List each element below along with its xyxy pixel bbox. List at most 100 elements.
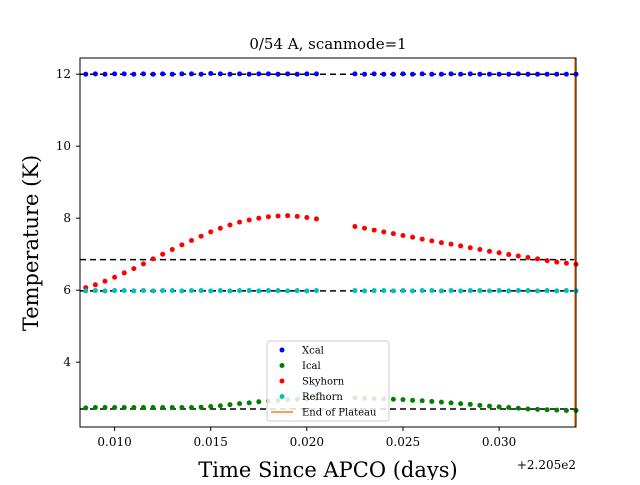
refhorn-point [179, 288, 185, 294]
refhorn-point [381, 288, 387, 294]
skyhorn-point [429, 238, 435, 244]
skyhorn-point [227, 222, 233, 228]
refhorn-point [544, 288, 550, 294]
y-tick-label: 12 [56, 67, 71, 81]
ical-point [189, 405, 195, 411]
refhorn-point [246, 288, 252, 294]
skyhorn-point [246, 217, 252, 223]
skyhorn-point [275, 213, 281, 219]
x-tick-label: 0.025 [386, 435, 420, 449]
skyhorn-point [304, 214, 310, 220]
refhorn-point [352, 288, 358, 294]
skyhorn-point [362, 225, 368, 231]
refhorn-point [189, 288, 195, 294]
xcal-point [179, 71, 185, 77]
xcal-point [544, 71, 550, 77]
skyhorn-point [121, 270, 127, 276]
ical-point [227, 402, 233, 408]
refhorn-point [169, 288, 175, 294]
xcal-point [477, 71, 483, 77]
xcal-point [467, 71, 473, 77]
ical-point [237, 401, 243, 407]
skyhorn-point [352, 223, 358, 229]
xcal-point [294, 71, 300, 77]
ical-point [112, 405, 118, 411]
xcal-point [458, 71, 464, 77]
xcal-point [275, 71, 281, 77]
refhorn-point [198, 288, 204, 294]
xcal-point [535, 71, 541, 77]
refhorn-point [92, 288, 98, 294]
series-xcal [83, 70, 579, 77]
ical-point [554, 407, 560, 413]
skyhorn-point [313, 216, 319, 222]
refhorn-point [477, 288, 483, 294]
ical-point [198, 404, 204, 410]
ical-point [525, 406, 531, 412]
xcal-point [381, 71, 387, 77]
xcal-point [198, 71, 204, 77]
ical-point [563, 407, 569, 413]
refhorn-point [131, 288, 137, 294]
skyhorn-point [544, 258, 550, 264]
skyhorn-point [458, 243, 464, 249]
refhorn-point [256, 288, 262, 294]
xcal-point [352, 71, 358, 77]
xcal-point [304, 71, 310, 77]
legend-marker-xcal [279, 347, 285, 353]
ical-point [410, 397, 416, 403]
refhorn-point [506, 288, 512, 294]
refhorn-point [102, 288, 108, 294]
refhorn-point [448, 288, 454, 294]
refhorn-point [390, 288, 396, 294]
refhorn-point [400, 288, 406, 294]
xcal-point [285, 71, 291, 77]
skyhorn-point [410, 234, 416, 240]
y-tick-label: 10 [56, 139, 71, 153]
skyhorn-point [102, 278, 108, 284]
ical-point [102, 405, 108, 411]
refhorn-point [150, 288, 156, 294]
ical-point [438, 399, 444, 405]
xcal-point [121, 71, 127, 77]
refhorn-point [371, 288, 377, 294]
ical-point [217, 403, 223, 409]
y-tick-label: 8 [63, 211, 71, 225]
refhorn-point [275, 288, 281, 294]
series-refhorn [83, 288, 579, 294]
y-tick-label: 6 [63, 283, 71, 297]
skyhorn-point [179, 242, 185, 248]
xcal-point [102, 71, 108, 77]
refhorn-point [496, 288, 502, 294]
xcal-point [208, 70, 214, 76]
xcal-point [438, 71, 444, 77]
y-tick-label: 4 [63, 355, 71, 369]
ical-point [467, 401, 473, 407]
skyhorn-point [371, 227, 377, 233]
refhorn-point [265, 288, 271, 294]
skyhorn-point [506, 252, 512, 258]
ical-point [506, 405, 512, 411]
refhorn-point [227, 288, 233, 294]
xcal-point [112, 71, 118, 77]
refhorn-point [362, 288, 368, 294]
xcal-point [256, 71, 262, 77]
legend-label-ical: Ical [302, 361, 321, 372]
plot-frame [79, 57, 577, 428]
xcal-point [554, 71, 560, 77]
x-tick-label: 0.010 [97, 435, 131, 449]
skyhorn-point [285, 213, 291, 219]
refhorn-point [554, 288, 560, 294]
skyhorn-point [525, 254, 531, 260]
skyhorn-point [112, 274, 118, 280]
xcal-point [313, 71, 319, 77]
refhorn-point [294, 288, 300, 294]
ical-point [169, 405, 175, 411]
refhorn-point [535, 288, 541, 294]
xcal-point [217, 71, 223, 77]
refhorn-point [112, 288, 118, 294]
skyhorn-point [554, 259, 560, 265]
skyhorn-point [400, 232, 406, 238]
skyhorn-point [419, 236, 425, 242]
legend-label-end-of-plateau: End of Plateau [302, 408, 377, 419]
